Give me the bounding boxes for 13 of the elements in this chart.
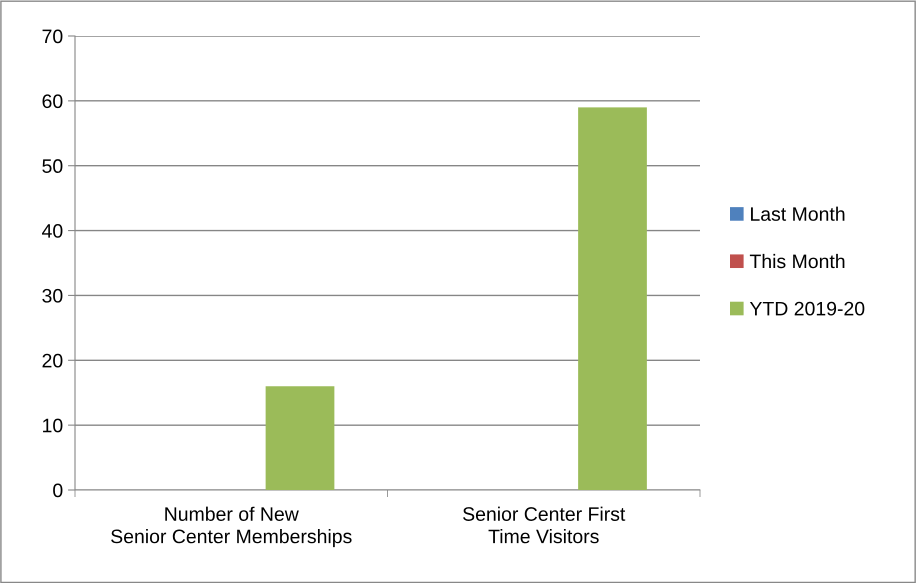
legend-label: YTD 2019-20 [750, 302, 864, 316]
legend-label: Last Month [751, 206, 844, 221]
x-tick-label: Senior Center First Time Visitors [463, 506, 626, 544]
y-tick-label: 30 [42, 288, 62, 303]
y-tick-label: 70 [42, 29, 62, 44]
y-tick-label: 20 [42, 354, 62, 368]
y-tick-label: 40 [42, 224, 62, 238]
legend-label: This Month [750, 254, 844, 268]
y-tick-label: 10 [43, 418, 62, 432]
y-tick-label: 60 [42, 94, 62, 108]
x-tick-label: Number of New Senior Center Memberships [111, 506, 352, 548]
y-tick-label: 0 [53, 483, 62, 498]
y-tick-label: 50 [42, 159, 62, 173]
